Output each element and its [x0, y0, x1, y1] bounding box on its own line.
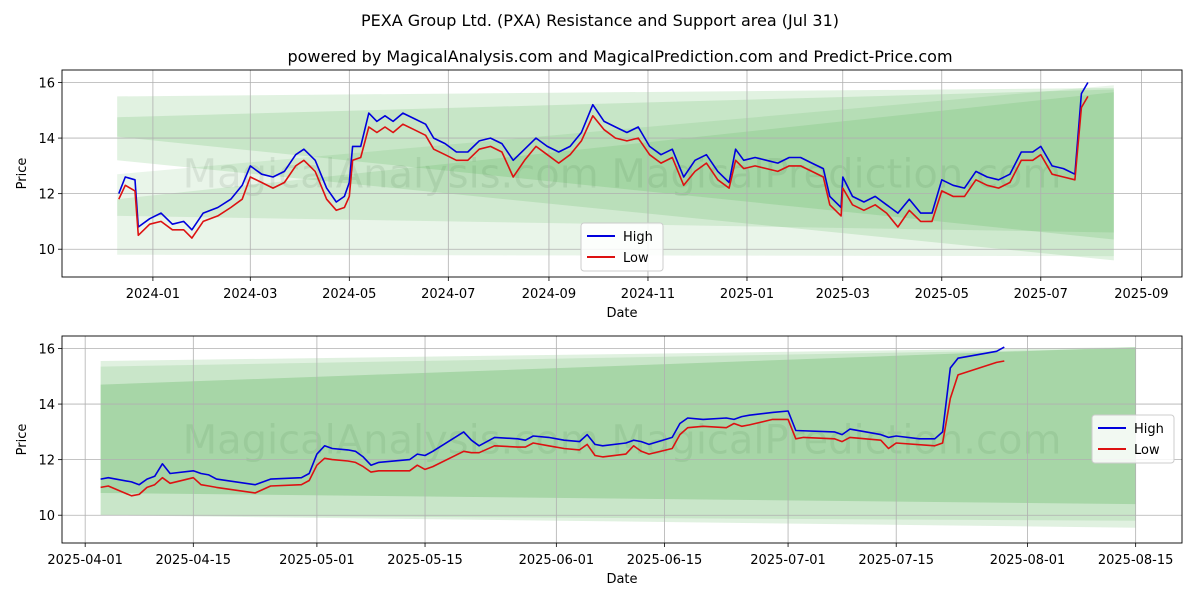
series-line-high	[118, 82, 1089, 231]
x-tick-label: 2025-04-01	[47, 553, 123, 568]
x-tick-label: 2025-07	[1014, 287, 1068, 302]
legend-label-low: Low	[1134, 443, 1160, 458]
x-axis-label: Date	[606, 572, 637, 587]
support-resistance-band	[100, 348, 1136, 521]
support-resistance-band	[117, 92, 1114, 233]
watermark-text: MagicalAnalysis.com MagicalPrediction.co…	[183, 152, 1062, 198]
x-tick-label: 2025-08-01	[990, 553, 1066, 568]
chart-subtitle: powered by MagicalAnalysis.com and Magic…	[287, 47, 952, 66]
x-tick-label: 2025-08-15	[1098, 553, 1174, 568]
x-tick-label: 2025-05-01	[279, 553, 355, 568]
x-tick-label: 2025-05	[915, 287, 969, 302]
plot-frame	[61, 69, 1183, 278]
x-tick-label: 2025-05-15	[387, 553, 463, 568]
x-tick-label: 2025-06-15	[627, 553, 703, 568]
chart-panel-1: MagicalAnalysis.com MagicalPrediction.co…	[15, 69, 1183, 321]
series-line-high	[100, 346, 1005, 486]
x-tick-label: 2024-11	[621, 287, 675, 302]
x-tick-label: 2024-03	[223, 287, 277, 302]
x-tick-label: 2024-07	[421, 287, 475, 302]
chart-title: PEXA Group Ltd. (PXA) Resistance and Sup…	[361, 11, 839, 30]
x-tick-label: 2025-06-01	[519, 553, 595, 568]
x-axis-label: Date	[606, 306, 637, 321]
plot-frame	[61, 335, 1183, 544]
x-tick-label: 2024-05	[322, 287, 376, 302]
y-tick-label: 16	[38, 77, 55, 92]
x-tick-label: 2025-04-15	[156, 553, 232, 568]
y-tick-label: 10	[38, 243, 55, 258]
x-tick-label: 2024-01	[126, 287, 180, 302]
support-resistance-band	[117, 88, 1114, 261]
legend: High Low	[1091, 414, 1175, 464]
y-tick-label: 12	[38, 188, 55, 203]
y-tick-label: 12	[38, 454, 55, 469]
x-tick-label: 2025-01	[720, 287, 774, 302]
chart-panel-2: MagicalAnalysis.com MagicalPrediction.co…	[15, 335, 1183, 587]
support-resistance-band	[100, 347, 1136, 528]
x-tick-label: 2025-07-01	[750, 553, 826, 568]
series-line-low	[118, 95, 1089, 239]
y-tick-label: 14	[38, 132, 55, 147]
x-tick-label: 2024-09	[522, 287, 576, 302]
legend-label-low: Low	[623, 251, 649, 266]
y-tick-label: 16	[38, 343, 55, 358]
y-tick-label: 10	[38, 509, 55, 524]
legend: High Low	[580, 222, 664, 272]
series-line-low	[100, 360, 1005, 497]
y-axis-label: Price	[15, 158, 30, 190]
y-axis-label: Price	[15, 424, 30, 456]
watermark-text: MagicalAnalysis.com MagicalPrediction.co…	[183, 418, 1062, 464]
x-tick-label: 2025-07-15	[858, 553, 934, 568]
x-tick-label: 2025-09	[1114, 287, 1168, 302]
y-tick-label: 14	[38, 398, 55, 413]
legend-label-high: High	[1134, 422, 1164, 437]
support-resistance-band	[117, 85, 1114, 257]
legend-label-high: High	[623, 230, 653, 245]
x-tick-label: 2025-03	[816, 287, 870, 302]
